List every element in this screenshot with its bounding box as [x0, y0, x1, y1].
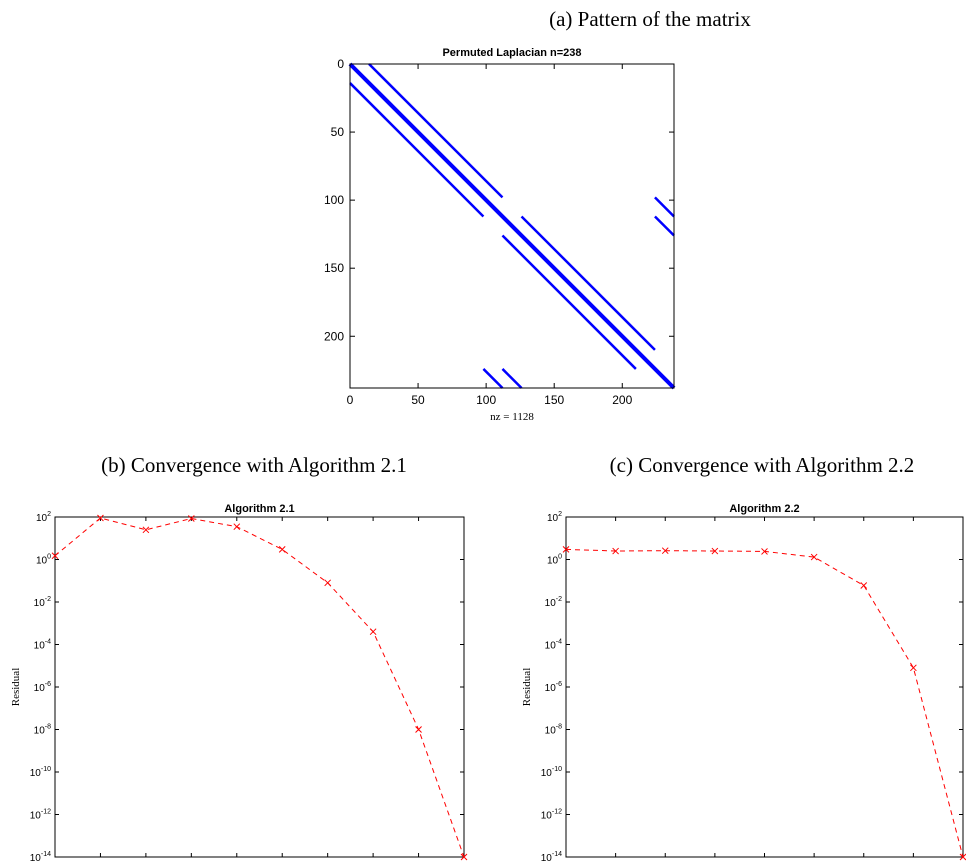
data-point-marker	[97, 514, 104, 522]
x-tick-label: 100	[476, 393, 496, 407]
x-tick-label: 50	[411, 393, 425, 407]
algorithm-2-1-panel: Algorithm 2.11234567891010-1410-1210-101…	[10, 503, 468, 861]
chart-title: Algorithm 2.1	[224, 503, 294, 515]
nonzero-band-0	[348, 62, 676, 390]
x-tick-label: 0	[347, 393, 354, 407]
y-tick-label: 102	[547, 511, 562, 524]
data-point-marker	[562, 546, 570, 553]
y-tick-label: 100	[547, 554, 562, 567]
data-point-marker	[415, 726, 422, 733]
y-tick-label: 10-14	[30, 851, 51, 861]
x-tick-label: 150	[544, 393, 564, 407]
data-point-marker	[860, 582, 868, 589]
caption-c: (c) Convergence with Algorithm 2.2	[610, 453, 915, 477]
data-point-marker	[187, 515, 195, 522]
nonzero-band-7	[482, 368, 504, 389]
algorithm-2-2-panel: Algorithm 2.212345678910-1410-1210-1010-…	[521, 503, 966, 861]
nonzero-band-8	[501, 368, 523, 389]
nonzero-band-5	[654, 196, 675, 218]
chart-title: Permuted Laplacian n=238	[442, 47, 581, 59]
data-point-marker	[661, 547, 669, 555]
data-point-marker	[460, 853, 468, 861]
data-point-marker	[910, 664, 917, 672]
y-tick-label: 10-12	[541, 809, 562, 822]
y-tick-label: 10-12	[30, 809, 51, 822]
y-tick-label: 10-10	[541, 766, 562, 779]
chart-title: Algorithm 2.2	[729, 503, 799, 515]
plot-frame	[54, 516, 465, 858]
caption-b: (b) Convergence with Algorithm 2.1	[101, 453, 407, 477]
data-point-marker	[324, 579, 332, 587]
y-tick-label: 10-8	[545, 724, 562, 737]
y-tick-label: 100	[36, 554, 51, 567]
nonzero-band-3	[520, 215, 656, 351]
y-tick-label: 10-2	[34, 596, 51, 609]
data-point-marker	[51, 552, 59, 560]
nonzero-band-6	[654, 215, 675, 237]
y-tick-label: 10-4	[34, 639, 51, 652]
y-tick-label: 10-8	[34, 724, 51, 737]
y-tick-label: 10-10	[30, 766, 51, 779]
residual-line	[565, 548, 964, 858]
y-tick-label: 102	[36, 511, 51, 524]
residual-line	[54, 517, 465, 858]
y-tick-label: 100	[324, 193, 344, 207]
y-axis-label: Residual	[521, 668, 533, 707]
data-point-marker	[142, 526, 150, 534]
y-tick-label: 10-6	[545, 681, 562, 694]
x-axis-label: nz = 1128	[490, 411, 534, 423]
nonzero-band-4	[501, 234, 637, 370]
y-tick-label: 10-2	[545, 596, 562, 609]
y-tick-label: 150	[324, 261, 344, 275]
x-tick-label: 200	[612, 393, 632, 407]
data-point-marker	[761, 548, 768, 555]
data-point-marker	[369, 628, 377, 636]
y-tick-label: 10-4	[545, 639, 562, 652]
spy-plot-panel: Permuted Laplacian n=238 0 50 100 150 200 0 50 1…	[324, 47, 676, 423]
y-tick-label: 10-6	[34, 681, 51, 694]
nonzero-band-2	[349, 82, 485, 218]
plot-frame	[565, 516, 964, 858]
data-point-marker	[278, 546, 286, 553]
data-point-marker	[810, 553, 818, 561]
nonzero-band-1	[368, 63, 504, 199]
y-tick-label: 0	[337, 57, 344, 71]
data-point-marker	[612, 547, 619, 555]
y-tick-label: 50	[331, 125, 345, 139]
data-point-marker	[233, 523, 241, 531]
plot-frame	[349, 63, 675, 389]
y-tick-label: 200	[324, 329, 344, 343]
data-point-marker	[959, 853, 966, 861]
caption-a: (a) Pattern of the matrix	[549, 7, 751, 31]
y-axis-label: Residual	[10, 668, 22, 707]
y-tick-label: 10-14	[541, 851, 562, 861]
data-point-marker	[711, 547, 719, 555]
